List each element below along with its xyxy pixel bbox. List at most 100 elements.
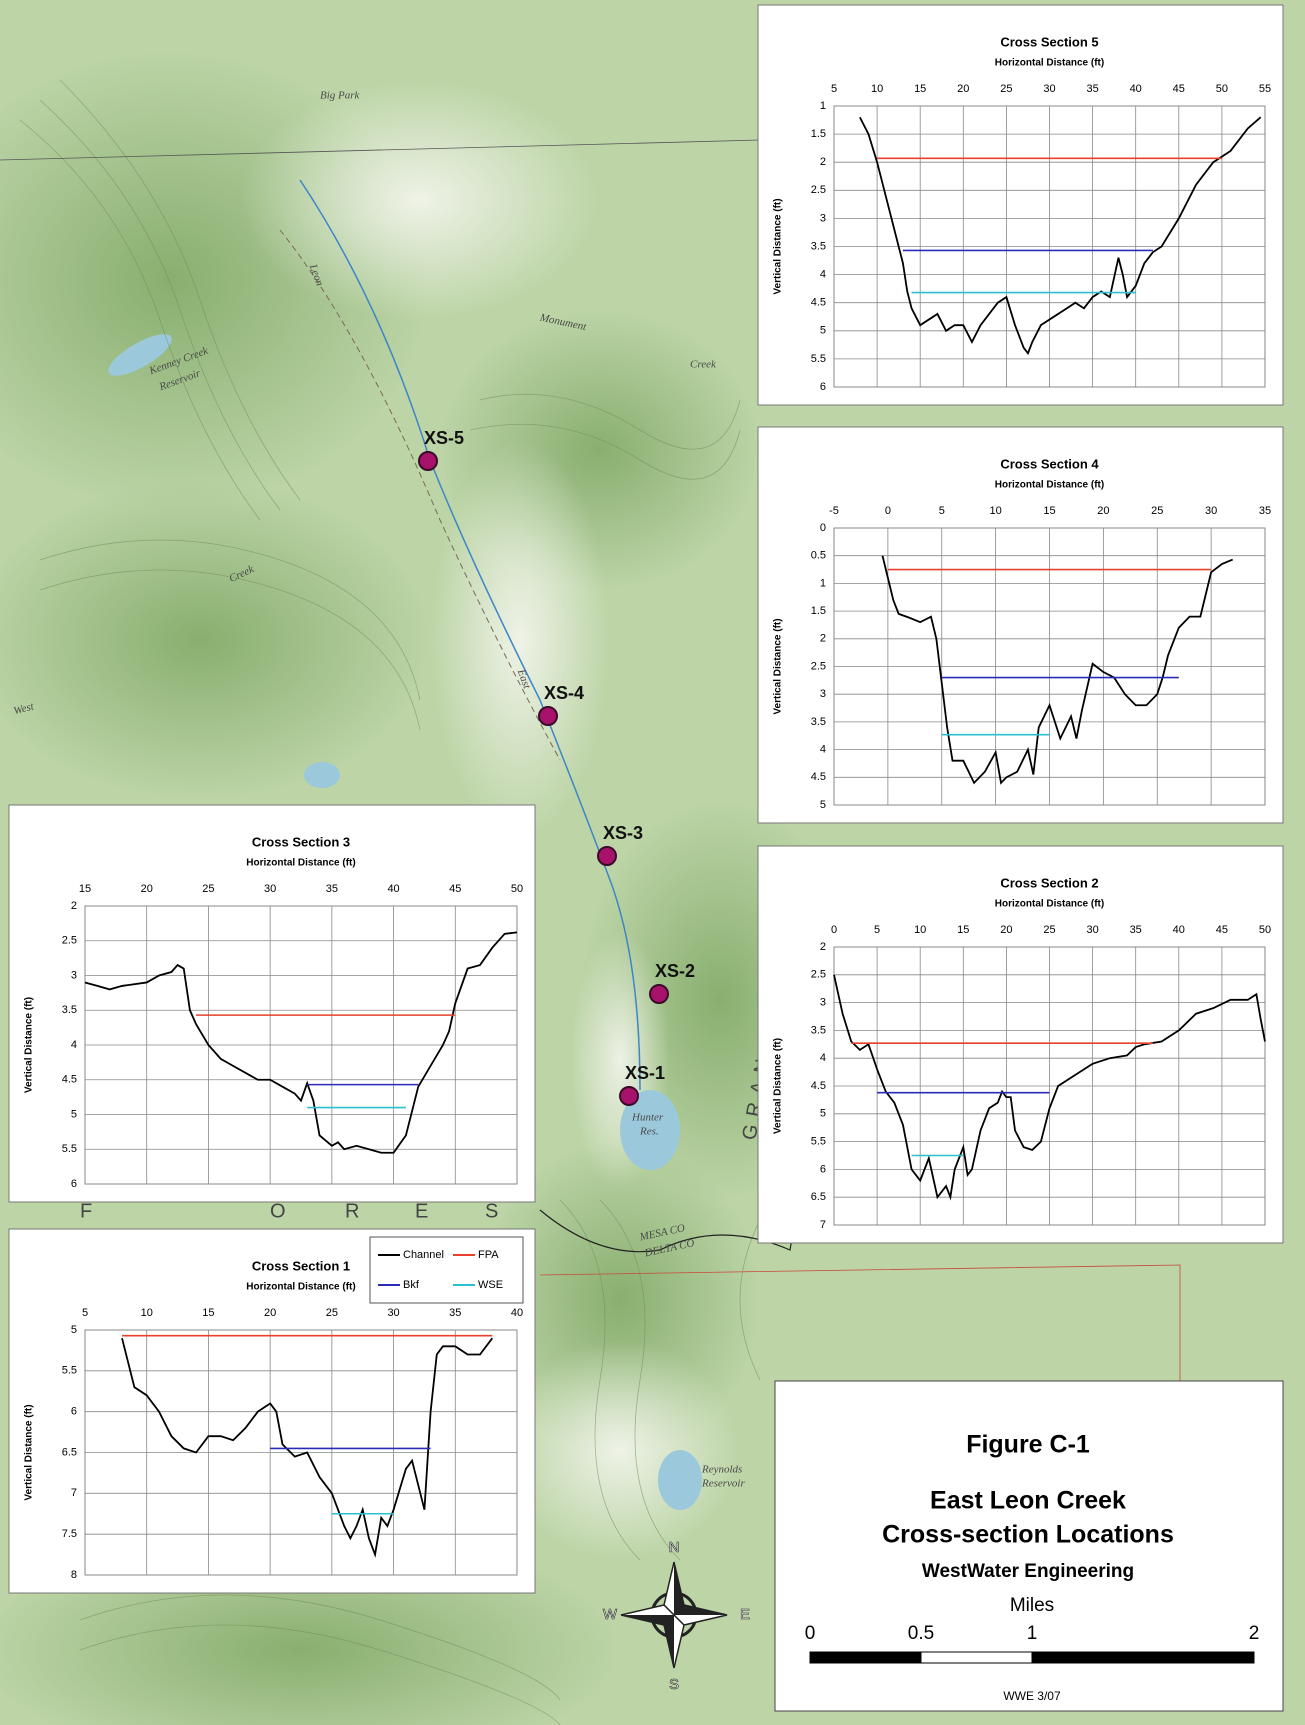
map-label: Hunter [631, 1112, 664, 1124]
y-tick-label: 4.5 [811, 771, 826, 783]
x-tick-label: 30 [1086, 924, 1098, 936]
y-tick-label: 3 [820, 997, 826, 1009]
map-label: R [345, 1200, 359, 1222]
x-axis-label: Horizontal Distance (ft) [995, 899, 1104, 910]
x-tick-label: 0 [885, 505, 891, 517]
cross-section-chart: Cross Section 2Horizontal Distance (ft)V… [758, 846, 1283, 1243]
y-tick-label: 7.5 [62, 1528, 77, 1540]
x-tick-label: 35 [1259, 505, 1271, 517]
legend-label: Bkf [403, 1279, 420, 1291]
x-axis-label: Horizontal Distance (ft) [246, 858, 355, 869]
site-marker [539, 707, 557, 725]
y-tick-label: 3.5 [811, 240, 826, 252]
y-tick-label: 3 [820, 688, 826, 700]
site-marker [598, 847, 616, 865]
y-tick-label: 1 [820, 577, 826, 589]
x-tick-label: 15 [914, 83, 926, 95]
scale-segment [1032, 1652, 1254, 1663]
scale-tick-label: 1 [1027, 1623, 1038, 1644]
y-tick-label: 3 [71, 969, 77, 981]
figure-title: Cross-section Locations [882, 1521, 1174, 1549]
y-tick-label: 6 [820, 1163, 826, 1175]
legend-box [370, 1237, 523, 1303]
site-label: XS-3 [603, 823, 643, 843]
y-tick-label: 4.5 [811, 1080, 826, 1092]
y-tick-label: 0 [820, 522, 826, 534]
y-tick-label: 4 [820, 1052, 826, 1064]
y-tick-label: 2 [71, 900, 77, 912]
y-tick-label: 2 [820, 156, 826, 168]
y-axis-label: Vertical Distance (ft) [24, 997, 35, 1093]
x-tick-label: 20 [957, 83, 969, 95]
map-label: F [80, 1200, 92, 1222]
y-tick-label: 6.5 [62, 1446, 77, 1458]
chart-title: Cross Section 3 [252, 834, 350, 849]
figure-number: Figure C-1 [966, 1431, 1090, 1459]
x-tick-label: 45 [1173, 83, 1185, 95]
x-tick-label: 25 [1000, 83, 1012, 95]
y-tick-label: 5.5 [62, 1143, 77, 1155]
map-label: Reservoir [701, 1478, 745, 1490]
y-tick-label: 7 [820, 1219, 826, 1231]
x-tick-label: 30 [387, 1307, 399, 1319]
x-tick-label: 40 [387, 883, 399, 895]
x-tick-label: 45 [449, 883, 461, 895]
x-tick-label: 25 [326, 1307, 338, 1319]
scale-tick-label: 0 [805, 1623, 816, 1644]
site-marker [650, 985, 668, 1003]
y-tick-label: 2.5 [811, 184, 826, 196]
scale-label: Miles [1010, 1595, 1054, 1616]
chart-title: Cross Section 4 [1000, 456, 1099, 471]
y-tick-label: 4 [820, 744, 826, 756]
scale-segment [810, 1652, 921, 1663]
y-tick-label: 5 [820, 799, 826, 811]
y-tick-label: 0.5 [811, 550, 826, 562]
y-tick-label: 6 [820, 381, 826, 393]
x-tick-label: 5 [939, 505, 945, 517]
y-tick-label: 3.5 [811, 1024, 826, 1036]
y-tick-label: 2.5 [811, 969, 826, 981]
x-tick-label: 20 [264, 1307, 276, 1319]
chart-title: Cross Section 5 [1000, 34, 1098, 49]
x-tick-label: 20 [1097, 505, 1109, 517]
y-tick-label: 2.5 [62, 935, 77, 947]
map-figure: Big Park Kenney Creek Reservoir Monument… [0, 0, 1305, 1725]
y-tick-label: 2 [820, 633, 826, 645]
x-tick-label: 25 [1043, 924, 1055, 936]
site-label: XS-5 [424, 428, 464, 448]
x-tick-label: 10 [990, 505, 1002, 517]
y-tick-label: 6 [71, 1178, 77, 1190]
site-marker [620, 1087, 638, 1105]
y-tick-label: 5 [820, 1108, 826, 1120]
y-tick-label: 5.5 [811, 1136, 826, 1148]
scale-tick-label: 0.5 [908, 1623, 934, 1644]
y-tick-label: 5 [71, 1324, 77, 1336]
x-tick-label: 40 [1130, 83, 1142, 95]
x-tick-label: 20 [1000, 924, 1012, 936]
x-tick-label: 30 [1205, 505, 1217, 517]
x-axis-label: Horizontal Distance (ft) [246, 1282, 355, 1293]
y-tick-label: 5 [820, 325, 826, 337]
x-tick-label: 5 [831, 83, 837, 95]
x-tick-label: 10 [141, 1307, 153, 1319]
map-label: Big Park [320, 90, 361, 102]
y-axis-label: Vertical Distance (ft) [773, 198, 784, 294]
page: {"chart_data": [ {"type": "line", "title… [0, 0, 1305, 1725]
x-tick-label: 15 [1043, 505, 1055, 517]
x-tick-label: 5 [82, 1307, 88, 1319]
map-label: Creek [690, 359, 717, 371]
site-label: XS-1 [625, 1063, 665, 1083]
y-tick-label: 6 [71, 1406, 77, 1418]
y-tick-label: 4.5 [811, 297, 826, 309]
chart-title: Cross Section 1 [252, 1258, 350, 1273]
site-label: XS-4 [544, 683, 584, 703]
x-tick-label: 20 [141, 883, 153, 895]
y-tick-label: 5 [71, 1108, 77, 1120]
map-label: S [485, 1200, 498, 1222]
y-tick-label: 3.5 [62, 1004, 77, 1016]
x-tick-label: 45 [1216, 924, 1228, 936]
x-tick-label: 40 [1173, 924, 1185, 936]
y-tick-label: 1.5 [811, 605, 826, 617]
